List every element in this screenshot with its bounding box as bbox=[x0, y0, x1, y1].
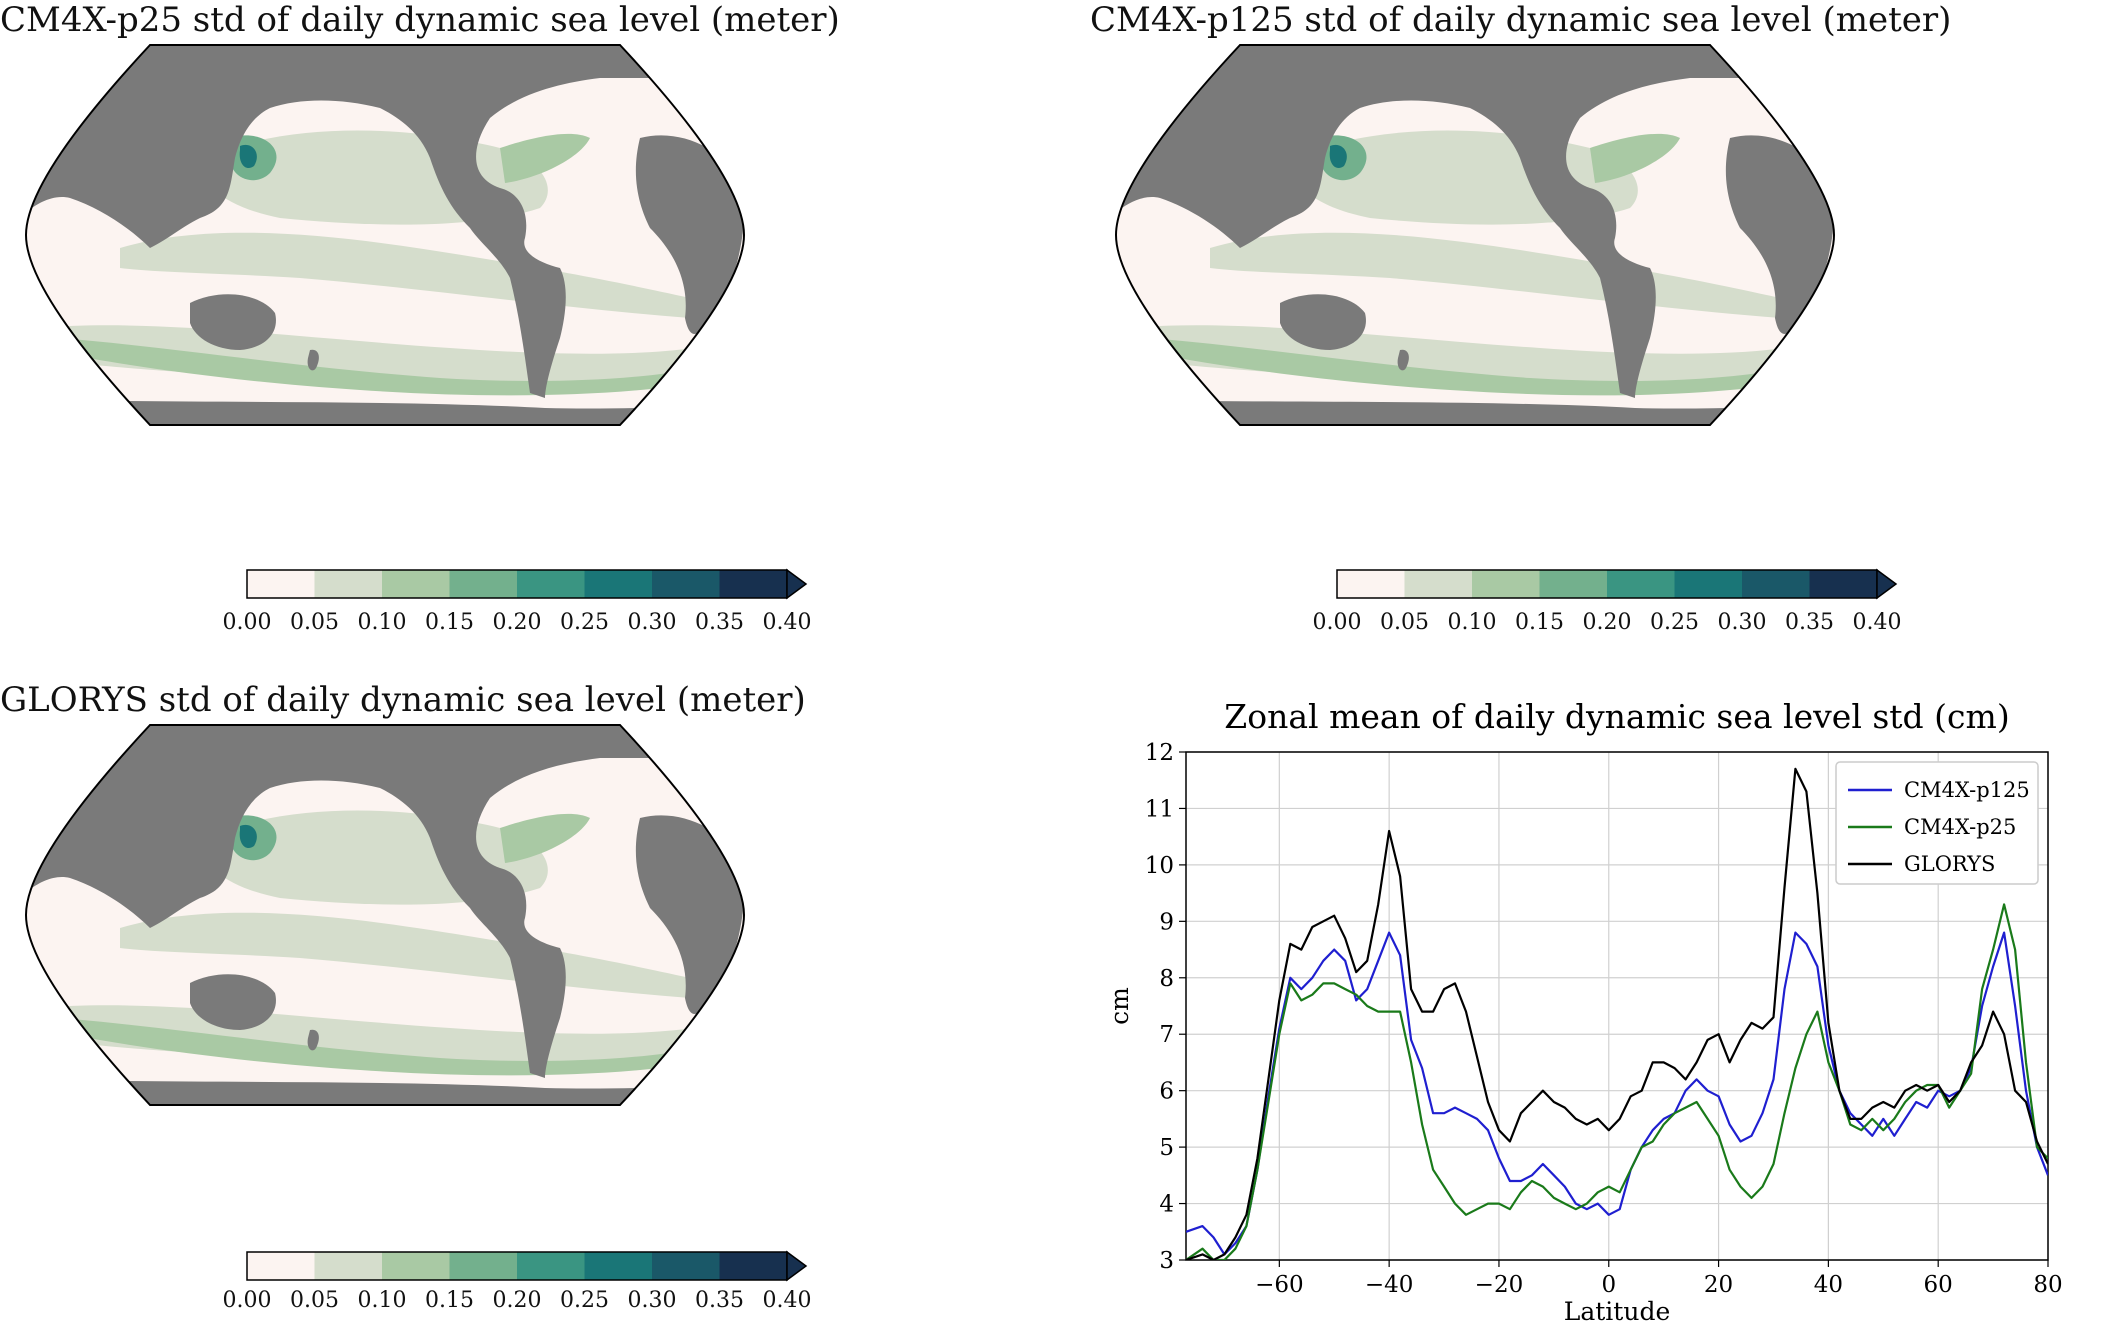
map-title: CM4X-p125 std of daily dynamic sea level… bbox=[1090, 0, 1952, 40]
colorbar-tick-label: 0.25 bbox=[560, 1288, 609, 1313]
colorbar-segment bbox=[652, 1252, 720, 1280]
colorbar-segment bbox=[1337, 570, 1405, 598]
colorbar-tick-label: 0.35 bbox=[695, 610, 744, 635]
colorbar-segment bbox=[652, 570, 720, 598]
x-tick-label: 0 bbox=[1601, 1272, 1616, 1298]
colorbar-segment bbox=[1472, 570, 1540, 598]
colorbar-tick-label: 0.15 bbox=[1515, 610, 1564, 635]
colorbar-segment bbox=[1539, 570, 1608, 598]
world-map bbox=[24, 724, 746, 1106]
y-axis-label: cm bbox=[1105, 987, 1134, 1025]
colorbar-segment bbox=[449, 1252, 518, 1280]
colorbar-segment bbox=[449, 570, 518, 598]
colorbar-tick-label: 0.10 bbox=[1447, 610, 1497, 635]
colorbar-tick-label: 0.25 bbox=[560, 610, 609, 635]
colorbar-segment bbox=[584, 570, 653, 598]
colorbar-segment bbox=[517, 570, 585, 598]
x-tick-label: −40 bbox=[1365, 1272, 1414, 1298]
colorbar-segment bbox=[1607, 570, 1675, 598]
colorbar-tick-label: 0.15 bbox=[425, 1288, 474, 1313]
legend-label: GLORYS bbox=[1904, 852, 1995, 876]
colorbar-segment bbox=[517, 1252, 585, 1280]
colorbar-segment bbox=[1809, 570, 1878, 598]
colorbar-tick-label: 0.20 bbox=[492, 610, 542, 635]
colorbar-segment bbox=[1742, 570, 1810, 598]
colorbar-extend-arrow bbox=[786, 568, 808, 600]
x-tick-label: 60 bbox=[1924, 1272, 1953, 1298]
y-tick-label: 5 bbox=[1159, 1135, 1174, 1161]
colorbar-segment bbox=[314, 1252, 383, 1280]
colorbar-tick-label: 0.20 bbox=[1582, 610, 1632, 635]
x-tick-label: 40 bbox=[1814, 1272, 1843, 1298]
colorbar-tick-label: 0.40 bbox=[1852, 610, 1902, 635]
colorbar-tick-label: 0.05 bbox=[1380, 610, 1429, 635]
colorbar-segment bbox=[382, 1252, 450, 1280]
map-panel-cm4x-p125: CM4X-p125 std of daily dynamic sea level… bbox=[1090, 0, 1952, 650]
map-panel-glorys: GLORYS std of daily dynamic sea level (m… bbox=[0, 680, 811, 1324]
colorbar-tick-label: 0.30 bbox=[627, 1288, 677, 1313]
colorbar-tick-label: 0.00 bbox=[1312, 610, 1362, 635]
colorbar-segment bbox=[719, 1252, 788, 1280]
colorbar bbox=[246, 568, 808, 600]
y-tick-label: 11 bbox=[1145, 796, 1174, 822]
y-tick-label: 12 bbox=[1145, 740, 1174, 766]
colorbar-extend-arrow bbox=[1876, 568, 1898, 600]
colorbar-tick-label: 0.40 bbox=[762, 610, 812, 635]
colorbar-tick-label: 0.05 bbox=[290, 1288, 339, 1313]
colorbar-tick-label: 0.10 bbox=[357, 610, 407, 635]
series-line-glorys bbox=[1186, 767, 2048, 1260]
y-tick-label: 4 bbox=[1159, 1192, 1174, 1218]
plot-frame bbox=[1185, 751, 2049, 1261]
colorbar-segment bbox=[247, 570, 315, 598]
colorbar-tick-label: 0.20 bbox=[492, 1288, 542, 1313]
series-line-cm4x-p25 bbox=[1186, 903, 2048, 1260]
colorbar-tick-label: 0.35 bbox=[1785, 610, 1834, 635]
zonal-mean-line-chart: Zonal mean of daily dynamic sea level st… bbox=[1105, 697, 2063, 1324]
colorbar-segment bbox=[1674, 570, 1743, 598]
colorbar-segment bbox=[584, 1252, 653, 1280]
colorbar-tick-label: 0.00 bbox=[222, 1288, 272, 1313]
map-title: GLORYS std of daily dynamic sea level (m… bbox=[0, 680, 806, 720]
colorbar-tick-label: 0.25 bbox=[1650, 610, 1699, 635]
x-tick-label: 20 bbox=[1704, 1272, 1733, 1298]
map-title: CM4X-p25 std of daily dynamic sea level … bbox=[0, 0, 840, 40]
colorbar-tick-label: 0.35 bbox=[695, 1288, 744, 1313]
colorbar bbox=[1336, 568, 1898, 600]
x-tick-label: −20 bbox=[1475, 1272, 1524, 1298]
colorbar-extend-arrow bbox=[786, 1250, 808, 1282]
x-tick-label: 80 bbox=[2033, 1272, 2062, 1298]
colorbar-tick-label: 0.40 bbox=[762, 1288, 812, 1313]
colorbar-tick-label: 0.30 bbox=[627, 610, 677, 635]
y-tick-label: 6 bbox=[1159, 1079, 1174, 1105]
y-tick-label: 3 bbox=[1159, 1248, 1174, 1274]
world-map bbox=[1114, 44, 1836, 426]
legend: CM4X-p125 CM4X-p25 GLORYS bbox=[1835, 761, 2039, 885]
x-axis-label: Latitude bbox=[1564, 1297, 1671, 1324]
y-tick-label: 9 bbox=[1159, 909, 1174, 935]
colorbar-segment bbox=[314, 570, 383, 598]
series-line-cm4x-p125 bbox=[1186, 931, 2048, 1256]
colorbar-segment bbox=[247, 1252, 315, 1280]
colorbar-tick-label: 0.10 bbox=[357, 1288, 407, 1313]
colorbar-tick-label: 0.05 bbox=[290, 610, 339, 635]
x-tick-label: −60 bbox=[1255, 1272, 1304, 1298]
chart-title: Zonal mean of daily dynamic sea level st… bbox=[1224, 697, 2009, 736]
colorbar bbox=[246, 1250, 808, 1282]
legend-label: CM4X-p125 bbox=[1904, 778, 2030, 802]
colorbar-tick-label: 0.15 bbox=[425, 610, 474, 635]
colorbar-segment bbox=[719, 570, 788, 598]
legend-label: CM4X-p25 bbox=[1904, 815, 2016, 839]
world-map bbox=[24, 44, 746, 426]
y-tick-label: 10 bbox=[1145, 853, 1174, 879]
colorbar-tick-label: 0.30 bbox=[1717, 610, 1767, 635]
map-panel-cm4x-p25: CM4X-p25 std of daily dynamic sea level … bbox=[0, 0, 840, 650]
colorbar-segment bbox=[1404, 570, 1473, 598]
y-tick-label: 8 bbox=[1159, 966, 1174, 992]
colorbar-tick-label: 0.00 bbox=[222, 610, 272, 635]
y-tick-label: 7 bbox=[1159, 1022, 1174, 1048]
colorbar-segment bbox=[382, 570, 450, 598]
